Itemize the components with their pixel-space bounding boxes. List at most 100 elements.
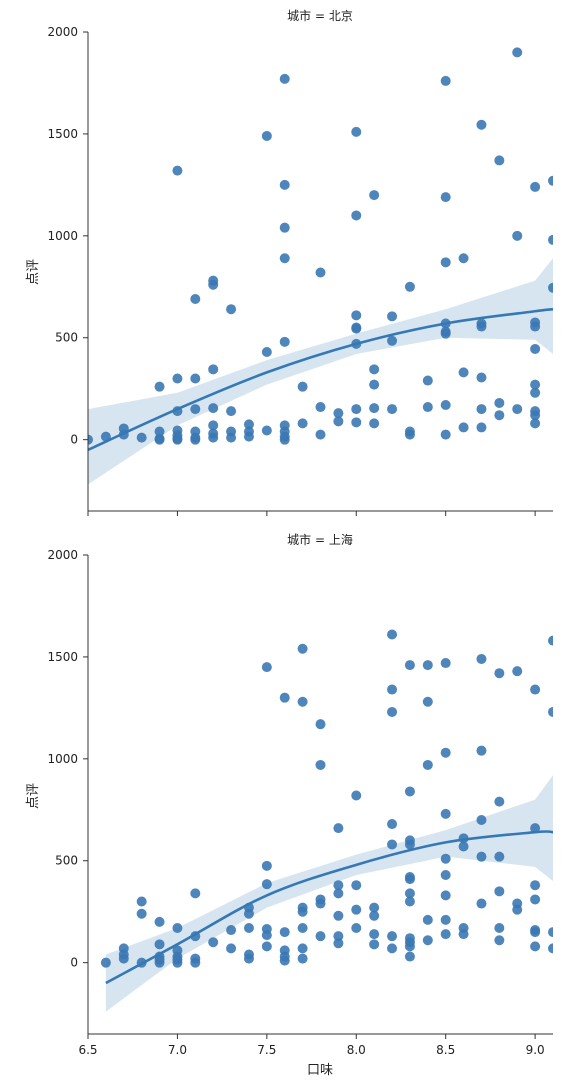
x-axis-title: 口味 bbox=[307, 1063, 333, 1078]
plot-area-shanghai bbox=[100, 629, 553, 1012]
data-point bbox=[369, 364, 380, 375]
data-point bbox=[530, 894, 541, 905]
data-point bbox=[243, 908, 254, 919]
data-point bbox=[333, 880, 344, 891]
data-point bbox=[315, 931, 326, 942]
data-point bbox=[190, 957, 201, 968]
data-point bbox=[440, 400, 451, 411]
data-point bbox=[476, 653, 487, 664]
data-point bbox=[315, 719, 326, 730]
data-point bbox=[208, 420, 219, 431]
data-point bbox=[279, 73, 290, 84]
data-point bbox=[154, 426, 165, 437]
data-point bbox=[476, 851, 487, 862]
data-point bbox=[512, 904, 523, 915]
x-tick-label: 9.0 bbox=[526, 1043, 545, 1057]
y-tick-label: 2000 bbox=[47, 548, 78, 562]
data-point bbox=[315, 402, 326, 413]
data-point bbox=[458, 367, 469, 378]
data-point bbox=[440, 914, 451, 925]
data-point bbox=[261, 425, 272, 436]
x-tick-label: 7.0 bbox=[168, 1043, 187, 1057]
data-point bbox=[530, 880, 541, 891]
data-point bbox=[512, 47, 523, 58]
data-point bbox=[494, 935, 505, 946]
data-point bbox=[208, 403, 219, 414]
y-axis-title-beijing: 点评 bbox=[26, 259, 41, 285]
data-point bbox=[154, 916, 165, 927]
data-point bbox=[351, 880, 362, 891]
data-point bbox=[458, 422, 469, 433]
y-tick-label: 500 bbox=[55, 331, 78, 345]
data-point bbox=[351, 923, 362, 934]
data-point bbox=[494, 851, 505, 862]
data-point bbox=[387, 706, 398, 717]
data-point bbox=[494, 796, 505, 807]
data-point bbox=[369, 190, 380, 201]
data-point bbox=[494, 155, 505, 166]
data-point bbox=[387, 943, 398, 954]
y-tick-label: 1500 bbox=[47, 127, 78, 141]
data-point bbox=[476, 898, 487, 909]
data-point bbox=[190, 888, 201, 899]
data-point bbox=[422, 935, 433, 946]
data-point bbox=[404, 281, 415, 292]
data-point bbox=[136, 432, 147, 443]
data-point bbox=[279, 336, 290, 347]
data-point bbox=[512, 230, 523, 241]
data-point bbox=[297, 643, 308, 654]
data-point bbox=[226, 304, 237, 315]
data-point bbox=[279, 253, 290, 264]
data-point bbox=[440, 75, 451, 86]
data-point bbox=[315, 429, 326, 440]
data-point bbox=[333, 823, 344, 834]
data-point bbox=[548, 282, 553, 293]
data-point bbox=[172, 373, 183, 384]
data-point bbox=[440, 870, 451, 881]
data-point bbox=[440, 890, 451, 901]
data-point bbox=[172, 165, 183, 176]
data-point bbox=[369, 902, 380, 913]
data-point bbox=[297, 953, 308, 964]
data-point bbox=[154, 381, 165, 392]
data-point bbox=[387, 629, 398, 640]
data-point bbox=[387, 819, 398, 830]
data-point bbox=[458, 841, 469, 852]
data-point bbox=[351, 210, 362, 221]
data-point bbox=[458, 929, 469, 940]
data-point bbox=[530, 343, 541, 354]
data-point bbox=[387, 404, 398, 415]
data-point bbox=[261, 347, 272, 358]
data-point bbox=[530, 684, 541, 695]
data-point bbox=[548, 234, 553, 245]
data-point bbox=[422, 660, 433, 671]
data-point bbox=[297, 923, 308, 934]
data-point bbox=[172, 923, 183, 934]
data-point bbox=[387, 931, 398, 942]
data-point bbox=[369, 403, 380, 414]
data-point bbox=[88, 434, 93, 445]
data-point bbox=[190, 373, 201, 384]
data-point bbox=[243, 431, 254, 442]
data-point bbox=[243, 953, 254, 964]
data-point bbox=[172, 957, 183, 968]
data-point bbox=[476, 119, 487, 130]
data-point bbox=[494, 668, 505, 679]
data-point bbox=[387, 335, 398, 346]
data-point bbox=[297, 943, 308, 954]
data-point bbox=[351, 790, 362, 801]
data-point bbox=[279, 179, 290, 190]
panel-title-shanghai: 城市 = 上海 bbox=[287, 532, 353, 547]
data-point bbox=[458, 253, 469, 264]
data-point bbox=[494, 410, 505, 421]
x-tick-label: 8.0 bbox=[347, 1043, 366, 1057]
data-point bbox=[136, 908, 147, 919]
data-point bbox=[279, 434, 290, 445]
data-point bbox=[279, 955, 290, 966]
data-point bbox=[208, 279, 219, 290]
data-point bbox=[208, 364, 219, 375]
data-point bbox=[422, 759, 433, 770]
data-point bbox=[512, 666, 523, 677]
data-point bbox=[226, 432, 237, 443]
data-point bbox=[476, 321, 487, 332]
